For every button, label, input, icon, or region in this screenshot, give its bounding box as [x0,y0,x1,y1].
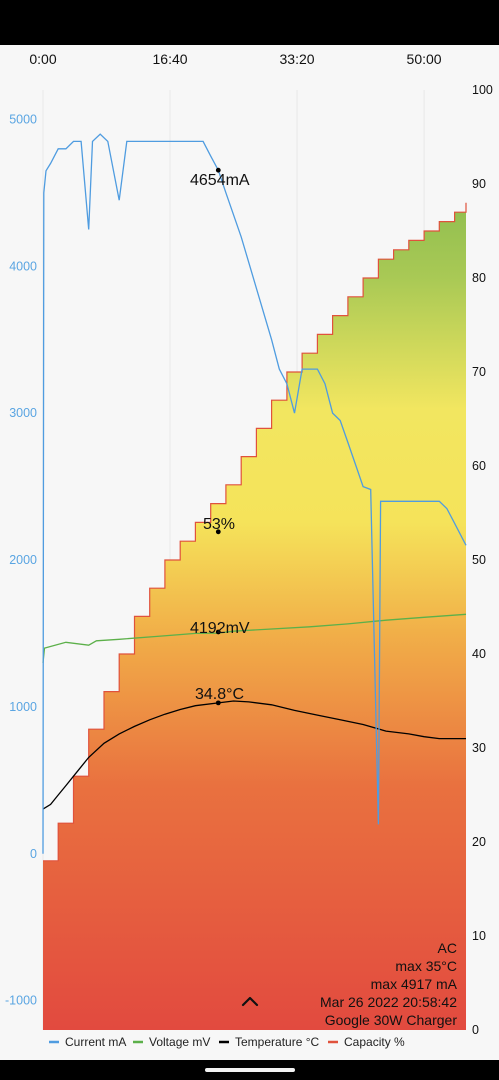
time-tick-label: 0:00 [29,51,56,67]
info-max-current: max 4917 mA [371,976,458,992]
time-tick-label: 33:20 [280,51,315,67]
temperature-callout: 34.8°C [195,686,244,703]
right-tick-label: 30 [472,741,486,755]
left-tick-label: 2000 [9,553,37,567]
capacity-line [43,202,467,862]
marker-dot [215,167,221,173]
left-tick-label: 5000 [9,112,37,126]
right-tick-label: 100 [472,83,493,97]
voltage-line [42,613,467,663]
temperature-line [42,700,466,810]
left-tick-label: 3000 [9,406,37,420]
right-tick-label: 40 [472,647,486,661]
chevron-up-icon[interactable] [236,988,264,1012]
home-indicator[interactable] [205,1068,295,1072]
legend-label: Current mA [65,1035,126,1049]
right-tick-label: 10 [472,929,486,943]
marker-dot [215,629,221,635]
left-tick-label: -1000 [5,994,37,1008]
capacity-area [43,202,466,1031]
info-charger: Google 30W Charger [325,1012,458,1028]
right-axis: 0 10 20 30 40 50 60 70 80 90 100 [472,83,493,1037]
info-timestamp: Mar 26 2022 20:58:42 [320,994,457,1010]
info-max-temp: max 35°C [395,958,457,974]
markers [215,167,221,706]
left-tick-label: 4000 [9,259,37,273]
legend: Current mA Voltage mV Temperature °C Capaci… [49,1035,405,1049]
legend-label: Temperature °C [235,1035,319,1049]
legend-label: Voltage mV [149,1035,210,1049]
right-tick-label: 20 [472,835,486,849]
legend-label: Capacity % [344,1035,405,1049]
right-tick-label: 0 [472,1023,479,1037]
right-tick-label: 50 [472,553,486,567]
current-line [42,133,467,854]
battery-chart: -1000 0 1000 2000 3000 4000 5000 0 10 20 30 40 50 60… [5,51,493,1049]
current-callout: 4654mA [190,172,250,189]
left-tick-label: 0 [30,847,37,861]
capacity-callout: 53% [203,516,235,533]
time-tick-label: 50:00 [407,51,442,67]
right-tick-label: 90 [472,177,486,191]
time-tick-label: 16:40 [153,51,188,67]
status-bar [0,0,499,45]
right-tick-label: 80 [472,271,486,285]
voltage-callout: 4192mV [190,620,250,637]
left-tick-label: 1000 [9,700,37,714]
callouts: 4654mA 53% 4192mV 34.8°C [190,172,250,703]
marker-dot [215,700,221,706]
info-source: AC [438,940,457,956]
marker-dot [215,529,221,535]
info-box: AC max 35°C max 4917 mA Mar 26 2022 20:5… [320,940,458,1028]
left-axis: -1000 0 1000 2000 3000 4000 5000 [5,112,37,1007]
time-axis: 0:00 16:40 33:20 50:00 [29,51,441,67]
right-tick-label: 70 [472,365,486,379]
right-tick-label: 60 [472,459,486,473]
